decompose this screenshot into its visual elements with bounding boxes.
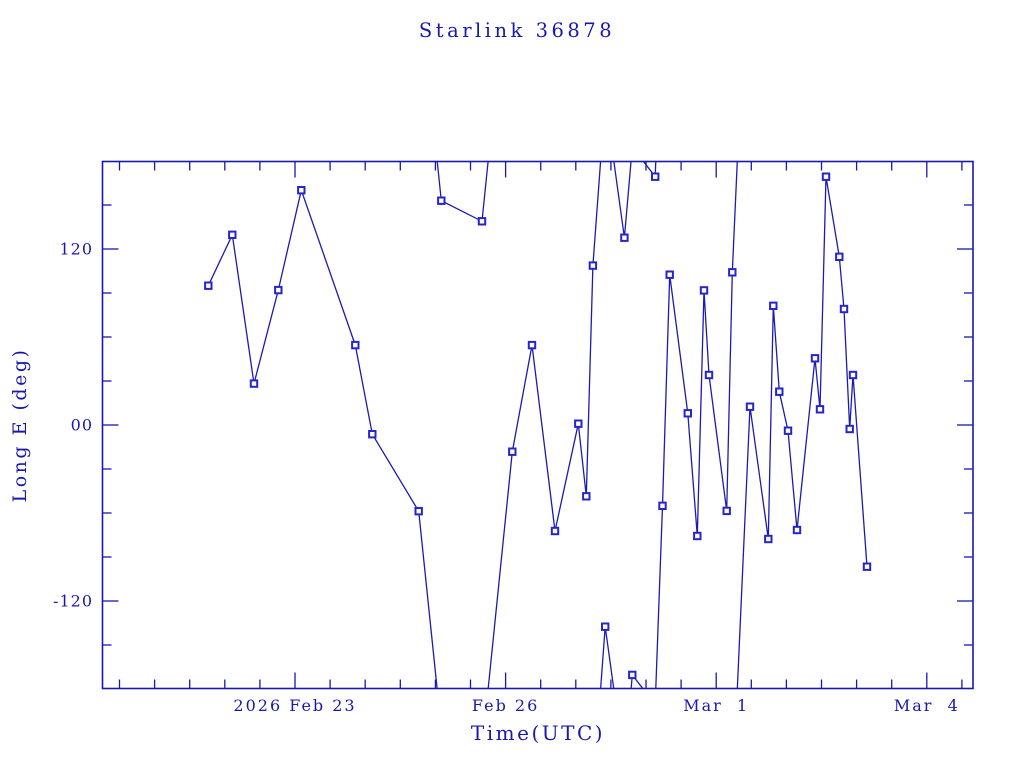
data-point-marker (574, 419, 583, 428)
data-point-marker (769, 301, 778, 311)
data-point-marker (839, 304, 849, 314)
data-point-marker (810, 354, 820, 363)
data-point-marker (845, 424, 854, 434)
data-point-marker (249, 379, 259, 388)
data-point-marker (848, 370, 858, 380)
data-point-marker (693, 531, 702, 541)
data-point-marker (658, 501, 667, 511)
data-point-marker (601, 622, 610, 631)
y-axis-label: Long E (deg) (9, 348, 31, 503)
data-point-marker (368, 430, 377, 439)
data-point-marker (550, 526, 560, 536)
series-line (736, 176, 868, 689)
series-line (207, 161, 657, 689)
x-tick-label-feb23: 2026 Feb 23 (233, 696, 356, 715)
data-point-marker (628, 670, 637, 680)
data-point-marker (297, 186, 306, 195)
chart-title: Starlink 36878 (419, 19, 615, 42)
y-tick-label-zero: 00 (71, 416, 93, 435)
data-point-marker (728, 268, 737, 277)
series-line (599, 161, 738, 689)
axis-ticks (102, 161, 973, 689)
y-tick-label-minus120: -120 (53, 592, 93, 611)
y-tick-label-plus120: 120 (59, 240, 93, 259)
data-point-marker (815, 405, 825, 414)
longitude-series (204, 161, 872, 689)
data-point-marker (683, 409, 692, 418)
data-point-marker (665, 270, 674, 279)
data-point-marker (722, 506, 731, 516)
data-point-marker (745, 402, 755, 411)
x-tick-label-feb26: Feb 26 (472, 696, 539, 715)
x-axis-label: Time(UTC) (471, 721, 605, 745)
data-point-marker (204, 281, 213, 290)
data-point-marker (835, 252, 844, 262)
data-point-marker (228, 230, 237, 240)
data-point-marker (274, 285, 283, 295)
data-point-marker (508, 447, 517, 456)
data-point-marker (527, 340, 537, 350)
data-point-marker (477, 217, 487, 226)
data-point-marker (437, 196, 446, 205)
data-point-marker (582, 492, 591, 501)
data-point-marker (783, 426, 793, 435)
data-point-marker (862, 562, 872, 571)
data-point-marker (792, 525, 802, 535)
data-point-marker (414, 507, 423, 516)
data-point-marker (588, 261, 598, 270)
data-point-marker (351, 340, 360, 350)
data-point-marker (764, 534, 773, 544)
x-tick-label-mar1: Mar 1 (683, 696, 749, 715)
data-point-marker (775, 387, 784, 396)
plot-area (101, 160, 974, 690)
data-point-marker (699, 286, 709, 295)
data-point-marker (821, 172, 831, 181)
data-point-marker (620, 233, 629, 242)
data-point-marker (704, 370, 714, 380)
x-tick-label-mar4: Mar 4 (894, 696, 960, 715)
data-point-marker (651, 172, 660, 181)
